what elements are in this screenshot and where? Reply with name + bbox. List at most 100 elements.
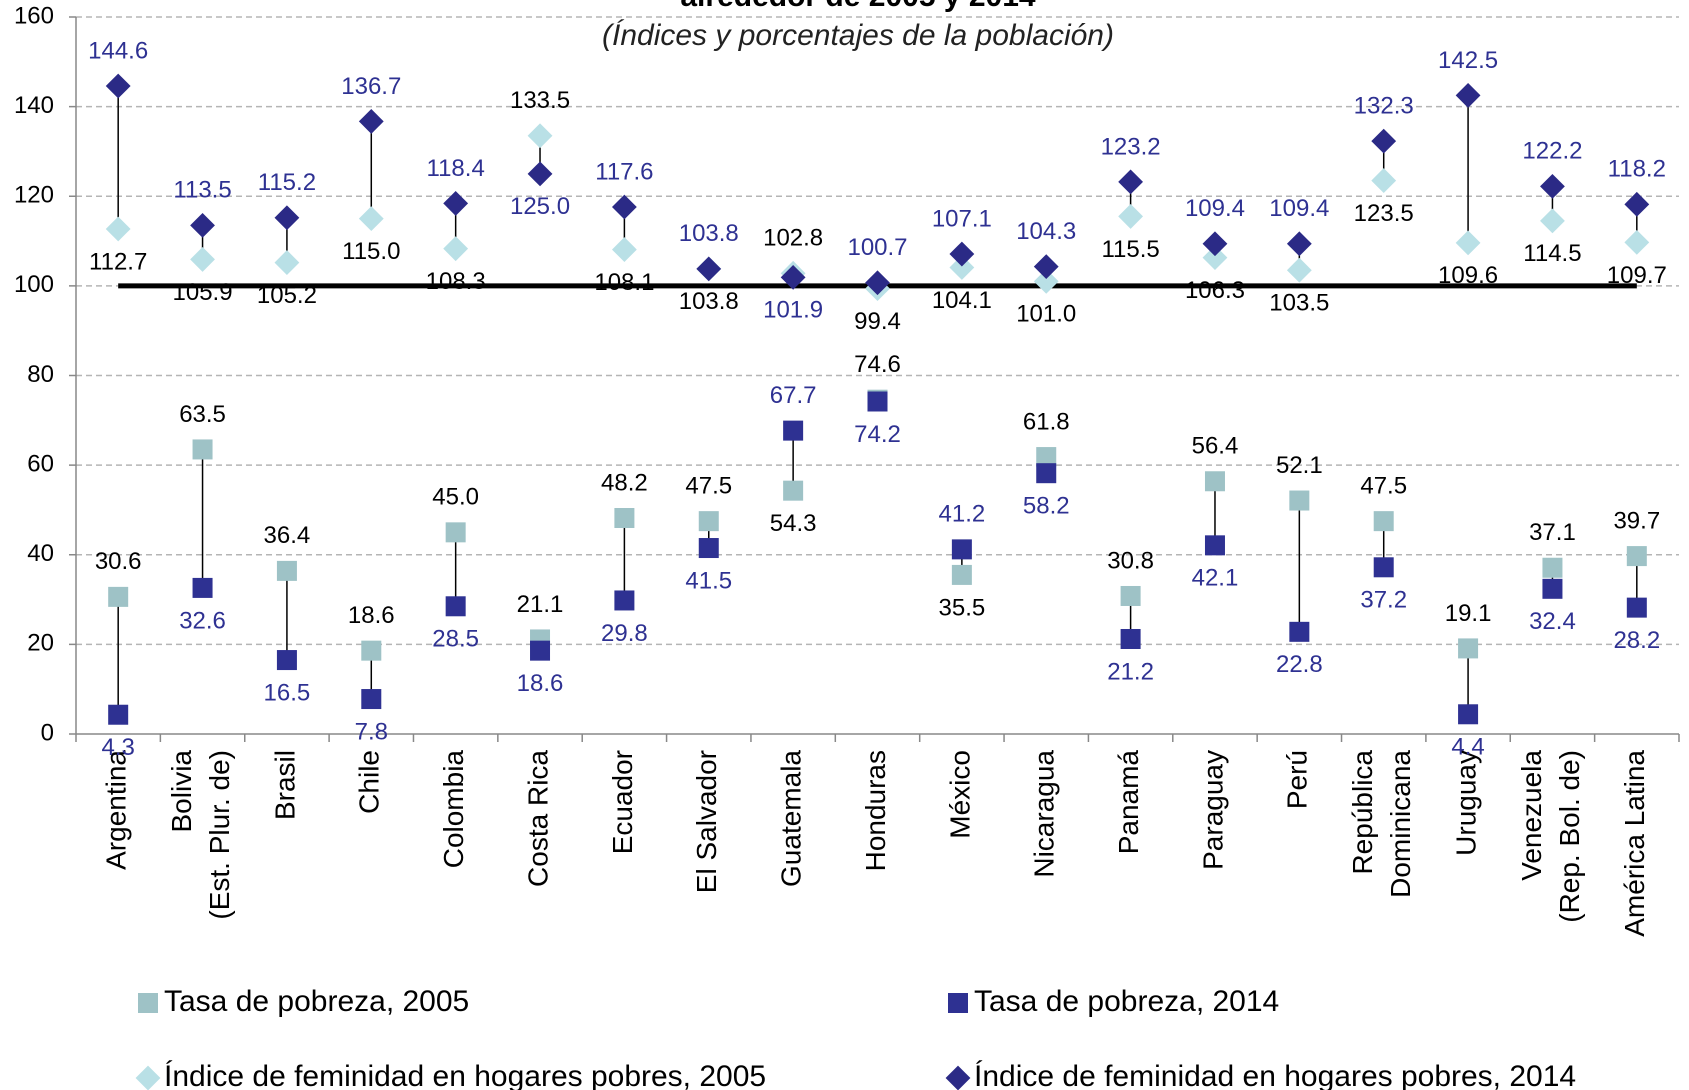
diamond-marker: [1624, 230, 1650, 255]
diamond-marker: [105, 73, 131, 99]
y-tick-label: 0: [41, 719, 54, 746]
legend-label: Tasa de pobreza, 2005: [164, 985, 469, 1018]
diamond-marker: [1286, 257, 1312, 283]
diamond-marker: [949, 255, 975, 280]
data-label: 47.5: [1360, 472, 1407, 499]
y-tick-label: 160: [14, 2, 54, 29]
square-marker: [783, 480, 804, 501]
diamond-marker: [1540, 208, 1565, 234]
diamond-marker: [358, 206, 384, 232]
x-tick-label: El Salvador: [691, 750, 722, 893]
data-label: 123.5: [1354, 200, 1414, 227]
data-label: 19.1: [1445, 600, 1492, 627]
square-marker: [1542, 578, 1563, 599]
data-label: 125.0: [510, 193, 570, 220]
square-marker: [276, 650, 297, 671]
data-label: 28.5: [432, 626, 479, 653]
x-tick-label: Dominicana: [1385, 750, 1416, 898]
data-label: 142.5: [1438, 47, 1498, 74]
data-label: 101.9: [763, 297, 823, 324]
x-tick-label: Venezuela: [1516, 750, 1547, 881]
diamond-marker: [1455, 83, 1481, 108]
data-label: 37.1: [1529, 519, 1576, 546]
data-label: 45.0: [432, 484, 479, 511]
data-label: 113.5: [173, 177, 231, 204]
data-label: 18.6: [517, 670, 564, 697]
square-marker: [614, 590, 635, 611]
data-label: 21.1: [517, 591, 564, 618]
chart-subtitle: (Índices y porcentajes de la población): [602, 19, 1114, 52]
diamond-marker: [1118, 169, 1144, 195]
square-marker: [1289, 490, 1310, 511]
diamond-marker: [105, 216, 131, 242]
square-marker: [698, 511, 719, 532]
diamond-marker: [443, 236, 469, 262]
y-tick-label: 100: [14, 271, 54, 298]
data-label: 105.9: [173, 279, 233, 306]
x-tick-label: Uruguay: [1450, 750, 1481, 856]
diamond-marker: [527, 161, 553, 187]
x-tick-label: (Rep. Bol. de): [1554, 750, 1585, 923]
data-label: 103.5: [1269, 290, 1329, 317]
data-label: 63.5: [179, 401, 226, 428]
diamond-marker: [443, 191, 469, 216]
square-marker: [1458, 638, 1479, 659]
data-label: 109.4: [1269, 195, 1329, 222]
x-tick-label: Ecuador: [607, 750, 638, 854]
data-label: 28.2: [1613, 627, 1660, 654]
square-marker: [951, 564, 972, 585]
y-tick-label: 60: [27, 450, 54, 477]
diamond-marker: [1286, 231, 1312, 257]
diamond-marker: [1624, 191, 1650, 217]
square-marker: [1120, 628, 1141, 649]
diamond-marker: [358, 109, 384, 134]
y-tick-label: 80: [27, 361, 54, 388]
x-tick-label: Panamá: [1113, 750, 1144, 855]
data-label: 104.3: [1016, 218, 1076, 245]
data-label: 103.8: [679, 220, 739, 247]
diamond-marker: [1033, 268, 1059, 294]
x-tick-label: Paraguay: [1197, 750, 1228, 870]
data-label: 117.6: [595, 158, 653, 185]
legend-label: Índice de feminidad en hogares pobres, 2…: [974, 1060, 1576, 1090]
square-marker: [1120, 585, 1141, 606]
diamond-marker: [1371, 168, 1397, 193]
square-marker: [1289, 621, 1310, 642]
square-marker: [867, 391, 888, 412]
square-marker: [1626, 597, 1647, 618]
diamond-marker: [696, 256, 722, 282]
x-tick-label: México: [944, 750, 975, 839]
diamond-marker: [135, 1065, 161, 1090]
data-label: 114.5: [1523, 240, 1581, 267]
data-label: 107.1: [932, 205, 992, 232]
diamond-marker: [611, 194, 637, 220]
data-label: 108.3: [426, 268, 486, 295]
data-label: 132.3: [1354, 92, 1414, 119]
data-label: 115.2: [258, 169, 316, 196]
x-tick-label: Colombia: [438, 750, 469, 869]
data-label: 99.4: [854, 308, 901, 335]
data-label: 30.6: [95, 548, 142, 575]
y-tick-label: 20: [27, 630, 54, 657]
square-marker: [138, 993, 158, 1013]
square-marker: [530, 640, 551, 661]
data-label: 41.5: [685, 567, 732, 594]
data-label: 112.7: [89, 248, 147, 275]
y-tick-label: 140: [14, 92, 54, 119]
legend-label: Tasa de pobreza, 2014: [974, 985, 1279, 1018]
diamond-marker: [1202, 245, 1228, 271]
data-label: 58.2: [1023, 493, 1070, 520]
data-label: 35.5: [939, 594, 986, 621]
data-label: 104.1: [932, 287, 992, 314]
square-marker: [1204, 535, 1225, 556]
y-tick-label: 40: [27, 540, 54, 567]
data-label: 109.4: [1185, 195, 1245, 222]
diamond-marker: [527, 123, 553, 149]
data-label: 123.2: [1101, 133, 1161, 160]
data-label: 106.3: [1185, 277, 1245, 304]
data-label: 118.4: [427, 155, 485, 182]
data-label: 42.1: [1192, 565, 1239, 592]
data-label: 133.5: [510, 87, 570, 114]
square-marker: [1373, 511, 1394, 532]
data-label: 115.5: [1101, 236, 1159, 263]
